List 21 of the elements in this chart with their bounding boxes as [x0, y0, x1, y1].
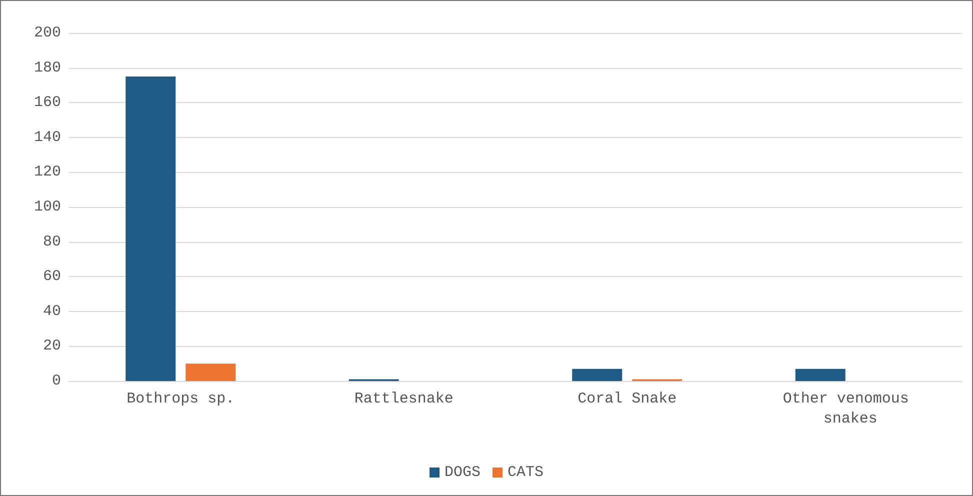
- y-tick-label: 140: [34, 128, 61, 146]
- y-tick-label: 180: [34, 59, 61, 76]
- y-tick-label: 100: [34, 198, 61, 216]
- x-tick-label: Coral Snake: [578, 390, 677, 408]
- x-tick-label: Bothrops sp.: [126, 390, 235, 408]
- x-tick-label: Other venomous snakes: [782, 390, 918, 428]
- y-tick-label: 80: [42, 233, 61, 250]
- bar: [795, 368, 846, 381]
- y-tick-label: 40: [42, 302, 61, 320]
- legend-label: CATS: [508, 464, 544, 481]
- bar: [186, 364, 236, 381]
- y-tick-label: 60: [42, 268, 61, 286]
- legend-label: DOGS: [444, 464, 481, 481]
- y-tick-label: 120: [34, 164, 61, 181]
- bar: [572, 368, 622, 381]
- y-tick-label: 160: [34, 94, 61, 112]
- x-tick-label: Rattlesnake: [354, 390, 454, 408]
- y-tick-label: 200: [34, 24, 61, 42]
- y-tick-label: 0: [52, 372, 61, 390]
- y-tick-label: 20: [42, 338, 61, 355]
- bar: [126, 76, 176, 381]
